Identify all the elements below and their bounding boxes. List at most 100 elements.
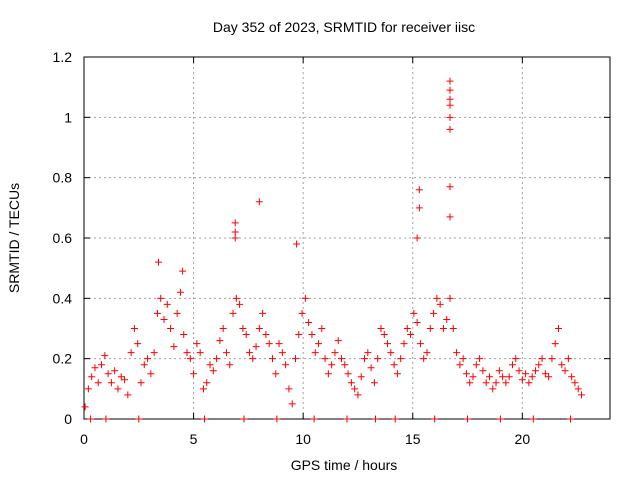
data-point: [135, 415, 143, 423]
data-point: [482, 379, 490, 387]
data-point: [574, 385, 582, 393]
data-point: [144, 355, 152, 363]
data-point: [364, 349, 372, 357]
data-point: [245, 349, 253, 357]
data-point: [377, 325, 385, 332]
data-point: [446, 183, 454, 191]
data-point: [101, 352, 109, 360]
data-point: [469, 373, 477, 381]
data-point: [219, 325, 227, 332]
data-point: [262, 331, 270, 339]
data-point: [403, 325, 411, 332]
data-point: [564, 355, 572, 363]
data-point: [310, 415, 318, 423]
data-point: [282, 361, 290, 369]
data-point: [446, 101, 454, 109]
data-point: [213, 355, 221, 363]
data-point: [343, 415, 351, 423]
data-point: [311, 349, 319, 357]
data-point: [476, 355, 484, 363]
data-point: [328, 361, 336, 369]
data-point: [370, 379, 378, 387]
data-point: [134, 340, 142, 348]
data-point: [206, 361, 214, 369]
data-point: [239, 325, 247, 332]
data-point: [456, 361, 464, 369]
data-point: [407, 331, 415, 339]
data-point: [104, 370, 112, 378]
y-tick-label: 0.4: [53, 290, 73, 306]
data-point: [153, 309, 161, 317]
data-point: [88, 373, 96, 381]
data-point: [499, 373, 507, 381]
data-point: [127, 349, 135, 357]
data-point: [554, 325, 562, 332]
data-point: [551, 340, 559, 348]
data-point: [176, 288, 184, 296]
data-point: [87, 415, 95, 423]
data-point: [186, 355, 194, 363]
data-point: [298, 309, 306, 317]
data-point: [259, 309, 267, 317]
data-point: [163, 300, 171, 308]
data-point: [114, 385, 122, 393]
data-point: [380, 331, 388, 339]
data-point: [124, 391, 132, 399]
data-point: [400, 340, 408, 348]
data-point: [341, 361, 349, 369]
data-point: [485, 373, 493, 381]
data-point: [249, 355, 257, 363]
data-point: [252, 343, 260, 351]
data-point: [361, 355, 369, 363]
data-point: [226, 361, 234, 369]
data-point: [518, 376, 526, 384]
data-point: [160, 315, 168, 323]
data-point: [505, 373, 513, 381]
data-point: [535, 361, 543, 369]
data-point: [196, 349, 204, 357]
data-point: [265, 340, 273, 348]
data-point: [331, 349, 339, 357]
x-ticks: 0 5 10 15 20: [80, 57, 530, 447]
x-tick-label: 0: [80, 431, 88, 447]
data-point: [495, 367, 503, 375]
data-point: [416, 340, 424, 348]
data-point: [492, 379, 500, 387]
data-point: [107, 379, 115, 387]
data-point: [541, 370, 549, 378]
data-point: [443, 315, 451, 323]
data-point: [462, 370, 470, 378]
data-point: [308, 331, 316, 339]
data-point: [525, 379, 533, 387]
data-point: [415, 186, 423, 194]
data-point: [433, 294, 441, 302]
data-point: [170, 343, 178, 351]
data-point: [545, 373, 553, 381]
data-point: [413, 234, 421, 242]
data-point: [255, 325, 263, 332]
data-point: [351, 385, 359, 393]
y-axis-label: SRMTID / TECUs: [6, 183, 22, 293]
data-point: [347, 379, 355, 387]
data-point: [489, 385, 497, 393]
data-point: [464, 415, 472, 423]
data-point: [201, 415, 209, 423]
data-point: [209, 367, 217, 375]
x-tick-label: 10: [295, 431, 311, 447]
data-point: [558, 361, 566, 369]
data-point: [231, 228, 239, 236]
data-point: [285, 385, 293, 393]
data-point: [203, 379, 211, 387]
data-point: [321, 355, 329, 363]
data-point: [357, 373, 365, 381]
data-point: [315, 340, 323, 348]
data-point: [190, 370, 198, 378]
data-points: [81, 77, 586, 423]
data-point: [548, 355, 556, 363]
data-point: [157, 294, 165, 302]
data-point: [150, 349, 158, 357]
data-point: [180, 331, 188, 339]
data-point: [222, 349, 230, 357]
data-point: [390, 361, 398, 369]
data-point: [305, 318, 313, 326]
